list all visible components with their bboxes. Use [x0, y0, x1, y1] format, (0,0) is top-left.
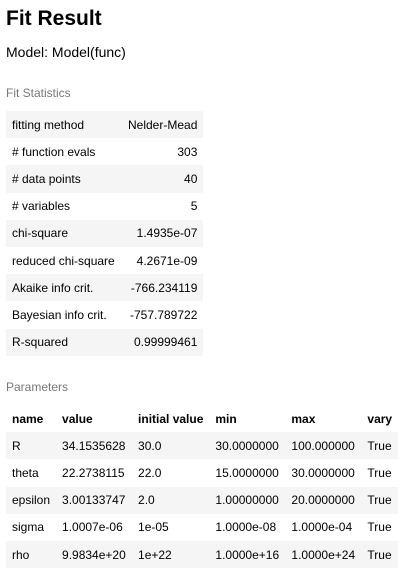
model-description: Model: Model(func) — [6, 44, 126, 60]
param-value: 3.00133747 — [62, 493, 126, 508]
stat-value: 303 — [177, 144, 198, 159]
stat-label: chi-square — [12, 226, 69, 241]
stat-value: 1.4935e-07 — [136, 226, 198, 241]
param-max: 1.0000e+24 — [291, 547, 356, 562]
param-vary: True — [367, 493, 392, 508]
param-value: 1.0007e-06 — [62, 520, 123, 535]
stat-value: 5 — [190, 199, 198, 214]
parameters-caption: Parameters — [6, 380, 69, 394]
param-max: 20.0000000 — [291, 493, 355, 508]
stat-value: Nelder-Mead — [128, 117, 198, 132]
param-value: 34.1535628 — [62, 438, 126, 453]
page-title: Fit Result — [6, 7, 102, 30]
column-header-vary: vary — [367, 411, 393, 426]
stat-value: 4.2671e-09 — [136, 253, 198, 268]
param-initial-value: 1e-05 — [138, 520, 169, 535]
stat-label: fitting method — [12, 117, 85, 132]
param-name: epsilon — [12, 493, 51, 508]
param-vary: True — [367, 520, 392, 535]
fit-statistics-caption: Fit Statistics — [6, 86, 71, 100]
stat-value: 0.99999461 — [133, 335, 198, 350]
param-initial-value: 30.0 — [138, 438, 162, 453]
column-header-min: min — [215, 411, 237, 426]
table-row: R-squared 0.99999461 — [6, 328, 204, 356]
stat-value: -766.234119 — [130, 280, 198, 295]
stat-label: # data points — [12, 171, 81, 186]
param-name: rho — [12, 547, 30, 562]
param-name: sigma — [12, 520, 45, 535]
param-max: 1.0000e-04 — [291, 520, 353, 535]
stat-label: reduced chi-square — [12, 253, 115, 268]
table-row: Akaike info crit. -766.234119 — [6, 274, 204, 302]
param-vary: True — [367, 547, 392, 562]
stat-label: Bayesian info crit. — [12, 307, 107, 322]
column-header-value: value — [62, 411, 93, 426]
param-initial-value: 22.0 — [138, 465, 162, 480]
table-row: theta 22.2738115 22.0 15.0000000 30.0000… — [6, 459, 398, 486]
stat-label: Akaike info crit. — [12, 280, 94, 295]
stat-value: 40 — [184, 171, 198, 186]
table-row: # variables 5 — [6, 193, 203, 220]
stat-value: -757.789722 — [129, 307, 198, 322]
param-vary: True — [367, 438, 392, 453]
table-row: epsilon 3.00133747 2.0 1.00000000 20.000… — [6, 486, 399, 514]
column-header-name: name — [12, 411, 44, 426]
column-header-initial-value: initial value — [138, 411, 204, 426]
table-row: reduced chi-square 4.2671e-09 — [6, 247, 203, 274]
table-row: # function evals 303 — [6, 138, 203, 165]
param-vary: True — [367, 465, 392, 480]
param-name: theta — [12, 465, 39, 480]
param-min: 1.0000e+16 — [215, 547, 280, 562]
table-row: chi-square 1.4935e-07 — [6, 219, 204, 247]
param-min: 15.0000000 — [215, 465, 279, 480]
param-min: 1.00000000 — [215, 493, 279, 508]
table-row: # data points 40 — [6, 165, 204, 193]
param-initial-value: 1e+22 — [138, 547, 172, 562]
param-name: R — [12, 438, 21, 453]
param-initial-value: 2.0 — [138, 493, 155, 508]
param-max: 100.000000 — [291, 438, 355, 453]
stat-label: # function evals — [12, 144, 96, 159]
param-min: 30.0000000 — [215, 438, 279, 453]
parameters-table: name value initial value min max vary R … — [6, 405, 399, 569]
stat-label: R-squared — [12, 335, 69, 350]
table-row: R 34.1535628 30.0 30.0000000 100.000000 … — [6, 432, 399, 460]
param-value: 9.9834e+20 — [62, 547, 126, 562]
table-row: sigma 1.0007e-06 1e-05 1.0000e-08 1.0000… — [6, 514, 398, 541]
column-header-max: max — [291, 411, 316, 426]
param-max: 30.0000000 — [291, 465, 355, 480]
table-row: Bayesian info crit. -757.789722 — [6, 301, 203, 328]
param-value: 22.2738115 — [62, 465, 125, 480]
table-header-row: name value initial value min max vary — [6, 405, 398, 432]
param-min: 1.0000e-08 — [215, 520, 277, 535]
table-row: rho 9.9834e+20 1e+22 1.0000e+16 1.0000e+… — [6, 540, 399, 569]
fit-statistics-table: fitting method Nelder-Mead # function ev… — [6, 111, 204, 356]
stat-label: # variables — [12, 199, 71, 214]
table-row: fitting method Nelder-Mead — [6, 111, 204, 139]
